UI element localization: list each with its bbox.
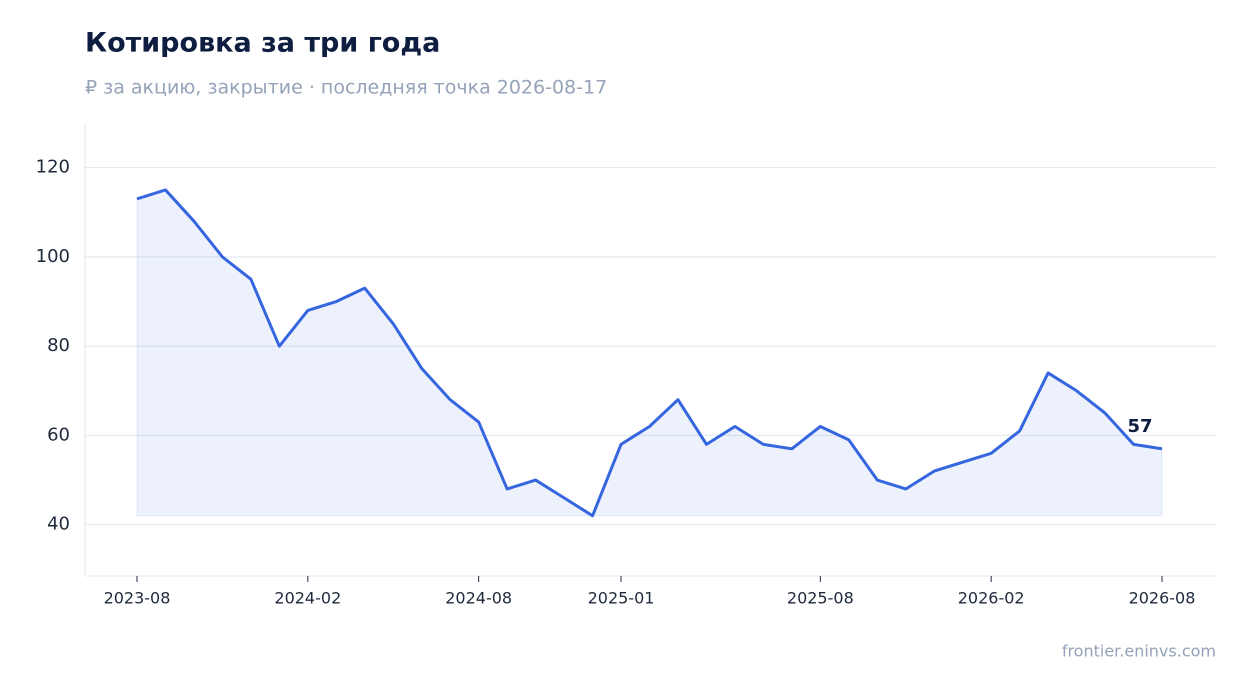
last-value-label: 57 bbox=[1127, 416, 1152, 437]
area bbox=[136, 189, 1163, 517]
y-tick-label: 100 bbox=[36, 246, 70, 267]
x-tick-label: 2026-02 bbox=[958, 589, 1025, 608]
chart-title: Котировка за три года bbox=[85, 28, 440, 59]
x-tick-label: 2025-01 bbox=[588, 589, 655, 608]
y-tick-label: 80 bbox=[47, 335, 70, 356]
y-tick-label: 120 bbox=[36, 157, 70, 178]
line bbox=[136, 188, 1163, 518]
source: frontier.eninvs.com bbox=[1062, 642, 1216, 661]
y-tick-label: 60 bbox=[47, 424, 70, 445]
x-tick-label: 2026-08 bbox=[1129, 589, 1196, 608]
x-tick-label: 2023-08 bbox=[104, 589, 171, 608]
x-tick-label: 2024-02 bbox=[274, 589, 341, 608]
x-tick-label: 2024-08 bbox=[445, 589, 512, 608]
chart-subtitle: ₽ за акцию, закрытие · последняя точка 2… bbox=[85, 77, 607, 99]
y-tick-label: 40 bbox=[47, 514, 70, 535]
x-tick-label: 2025-08 bbox=[787, 589, 854, 608]
